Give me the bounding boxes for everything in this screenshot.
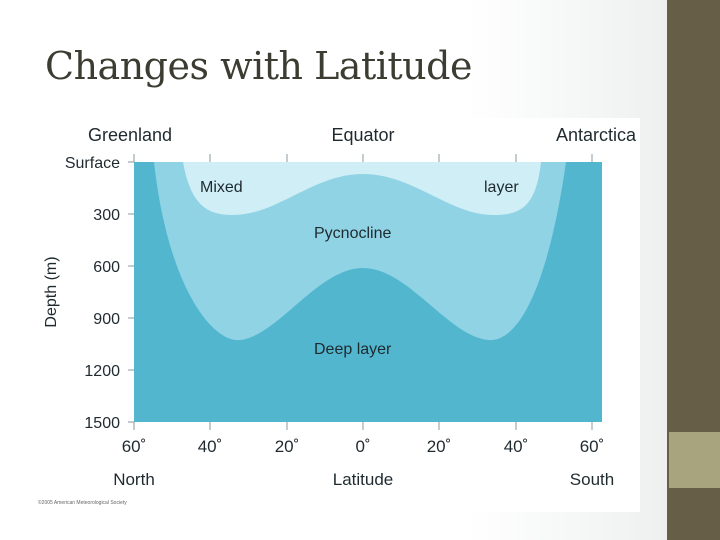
latitude-axis-title: Latitude — [333, 470, 394, 489]
top-label-antarctica: Antarctica — [556, 125, 637, 145]
side-decor-accent — [669, 432, 720, 488]
lat-tick-0: 0˚ — [355, 437, 370, 456]
lat-tick-40-north: 40˚ — [198, 437, 223, 456]
bottom-label-north: North — [113, 470, 155, 489]
depth-tick-300: 300 — [93, 207, 120, 224]
top-label-greenland: Greenland — [88, 125, 172, 145]
depth-tick-600: 600 — [93, 259, 120, 276]
ocean-layers-diagram: Greenland Equator Antarctica Surface 300… — [28, 118, 640, 512]
lat-tick-40-south: 40˚ — [504, 437, 529, 456]
depth-axis-title: Depth (m) — [43, 256, 60, 327]
depth-tick-900: 900 — [93, 311, 120, 328]
slide-title: Changes with Latitude — [45, 44, 472, 88]
layer-label-pycnocline: Pycnocline — [314, 225, 391, 242]
mixed-layer-region — [183, 162, 541, 215]
figure-credit: ©2005 American Meteorological Society — [38, 499, 127, 506]
depth-tick-1500: 1500 — [84, 415, 120, 432]
lat-tick-60-south: 60˚ — [580, 437, 605, 456]
depth-tick-marks — [128, 161, 134, 423]
layer-label-deep: Deep layer — [314, 341, 392, 358]
depth-tick-1200: 1200 — [84, 363, 120, 380]
lat-tick-20-north: 20˚ — [275, 437, 300, 456]
layer-label-mixed: Mixed — [200, 179, 243, 196]
layer-label-layer: layer — [484, 179, 519, 196]
lat-tick-60-north: 60˚ — [122, 437, 147, 456]
depth-tick-surface: Surface — [65, 155, 120, 172]
lat-tick-20-south: 20˚ — [427, 437, 452, 456]
latitude-tick-marks — [133, 154, 593, 430]
top-label-equator: Equator — [331, 125, 394, 145]
bottom-label-south: South — [570, 470, 614, 489]
